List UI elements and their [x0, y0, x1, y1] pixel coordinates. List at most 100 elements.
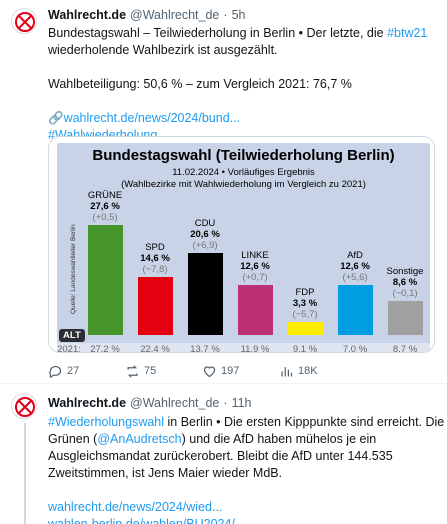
- like-button[interactable]: 197: [202, 364, 239, 379]
- action-bar: 27 75 197 18K: [48, 362, 438, 380]
- bar-sonstige: [387, 301, 423, 335]
- diff-label: (−0,1): [392, 288, 418, 299]
- display-name[interactable]: Wahlrecht.de: [48, 8, 127, 22]
- bar-label: CDU 20,6 % (+6,9): [175, 218, 235, 251]
- no-entry-avatar-icon: [15, 397, 35, 417]
- value-label: 27,6 %: [90, 201, 120, 212]
- category-label: GRÜNE: [87, 190, 123, 201]
- chart-subtitle: 11.02.2024 • Vorläufiges Ergebnis: [172, 167, 315, 178]
- category-label: LINKE: [241, 250, 269, 261]
- bar-label: FDP 3,3 % (−5,7): [275, 287, 335, 320]
- value-label: 12,6 %: [340, 261, 370, 272]
- handle[interactable]: @Wahlrecht_de: [130, 396, 220, 410]
- news-link[interactable]: wahlrecht.de/news/2024/bund...: [63, 111, 241, 125]
- link-emoji-icon: 🔗: [48, 111, 64, 125]
- thread-line: [24, 423, 26, 524]
- category-label: Sonstige: [386, 266, 424, 277]
- bar-label: LINKE 12,6 % (+0,7): [225, 250, 285, 283]
- text-line: Grünen (@AnAudretsch) und die AfD haben …: [48, 431, 433, 448]
- baseline-value: 11,9 %: [240, 344, 270, 353]
- reply-icon: [49, 365, 62, 378]
- reply-button[interactable]: 27: [48, 364, 79, 379]
- hashtag-link[interactable]: #btw21: [387, 26, 428, 40]
- baseline-value: 27,2 %: [90, 344, 120, 353]
- diff-label: (+6,9): [192, 240, 218, 251]
- bar-label: AfD 12,6 % (+5,6): [325, 250, 385, 283]
- baseline-year: 2021:: [57, 344, 81, 353]
- blank-line: [48, 482, 433, 499]
- alt-badge[interactable]: ALT: [59, 329, 85, 342]
- news-link[interactable]: wahlrecht.de/news/2024/wied...: [48, 500, 223, 514]
- diff-label: (−7,8): [142, 264, 168, 275]
- bar-fdp: [287, 322, 323, 335]
- text-span: in Berlin • Die ersten Kipppunkte sind e…: [164, 415, 445, 429]
- baseline-value: 9,1 %: [292, 344, 318, 353]
- value-label: 12,6 %: [240, 261, 270, 272]
- baseline-value: 8,7 %: [392, 344, 418, 353]
- y-axis-label: Quelle: Landeswahlleiter Berlin: [70, 224, 77, 314]
- blank-line: [48, 59, 433, 76]
- mention-link[interactable]: @AnAudretsch: [97, 432, 182, 446]
- text-span: Grünen (: [48, 432, 98, 446]
- tweet-header: Wahlrecht.de @Wahlrecht_de · 11h: [48, 395, 252, 411]
- text-span: ) und die AfD haben mühelos je ein: [181, 432, 377, 446]
- category-label: SPD: [145, 242, 165, 253]
- like-count: 197: [221, 365, 240, 377]
- value-label: 3,3 %: [292, 298, 318, 309]
- text-line: Bundestagswahl – Teilwiederholung in Ber…: [48, 25, 433, 42]
- tweet-1[interactable]: Wahlrecht.de @Wahlrecht_de · 5h Bundesta…: [0, 0, 447, 384]
- diff-label: (+0,7): [242, 272, 268, 283]
- blank-line: [48, 93, 433, 110]
- like-icon: [203, 365, 216, 377]
- bar-label: GRÜNE 27,6 % (+0,5): [75, 190, 135, 223]
- bar-cdu: [187, 253, 223, 335]
- handle[interactable]: @Wahlrecht_de: [130, 8, 220, 22]
- hashtag-link[interactable]: #Wiederholungswahl: [48, 415, 165, 429]
- tweet-text: Bundestagswahl – Teilwiederholung in Ber…: [48, 25, 433, 144]
- tweet-text: #Wiederholungswahl in Berlin • Die erste…: [48, 414, 444, 524]
- repost-icon: [127, 364, 138, 378]
- text-line: Wahlbeteiligung: 50,6 % – zum Vergleich …: [48, 77, 352, 91]
- text-line: wiederholende Wahlbezirk ist ausgezählt.: [48, 43, 278, 57]
- baseline-row: 27,2 % 22,4 % 13,7 % 11,9 % 9,1 % 7,0 % 8,7 % 2…: [57, 343, 430, 353]
- views-button[interactable]: 18K: [279, 364, 318, 379]
- category-label: AfD: [347, 250, 363, 261]
- value-label: 14,6 %: [140, 253, 170, 264]
- text-line: Zweitstimmen, ist Jens Maier wieder MdB.: [48, 466, 283, 480]
- view-count: 18K: [298, 365, 318, 377]
- category-label: FDP: [295, 287, 315, 298]
- chart: Bundestagswahl (Teilwiederholung Berlin)…: [57, 143, 430, 352]
- bar-spd: [137, 277, 173, 335]
- bar-linke: [237, 285, 273, 335]
- repost-count: 75: [144, 365, 157, 377]
- timestamp[interactable]: 11h: [231, 396, 252, 410]
- bar-grüne: [87, 225, 123, 335]
- chart-image[interactable]: Bundestagswahl (Teilwiederholung Berlin)…: [48, 136, 435, 353]
- link-line: 🔗wahlrecht.de/news/2024/bund...: [48, 110, 433, 127]
- chart-subtitle: (Wahlbezirke mit Wahlwiederholung im Ver…: [121, 179, 366, 190]
- no-entry-avatar-icon: [15, 12, 35, 32]
- results-link[interactable]: wahlen-berlin.de/wahlen/BU2024/...: [48, 517, 246, 524]
- chart-title: Bundestagswahl (Teilwiederholung Berlin): [92, 147, 395, 164]
- diff-label: (+0,5): [92, 212, 118, 223]
- tweet-2[interactable]: Wahlrecht.de @Wahlrecht_de · 11h #Wieder…: [0, 385, 447, 524]
- display-name[interactable]: Wahlrecht.de: [48, 396, 127, 410]
- value-label: 20,6 %: [190, 229, 220, 240]
- bar-afd: [337, 285, 373, 335]
- avatar[interactable]: [11, 8, 37, 34]
- diff-label: (−5,7): [292, 309, 318, 320]
- separator: ·: [223, 396, 228, 410]
- category-label: CDU: [194, 218, 216, 229]
- avatar[interactable]: [11, 393, 37, 419]
- views-icon: [281, 366, 293, 376]
- baseline-value: 13,7 %: [190, 344, 220, 353]
- text-line: #Wiederholungswahl in Berlin • Die erste…: [48, 414, 444, 431]
- baseline-value: 22,4 %: [140, 344, 170, 353]
- baseline-value: 7,0 %: [342, 344, 368, 353]
- separator: ·: [223, 8, 228, 22]
- tweet-header: Wahlrecht.de @Wahlrecht_de · 5h: [48, 7, 245, 23]
- repost-button[interactable]: 75: [125, 364, 156, 379]
- diff-label: (+5,6): [342, 272, 368, 283]
- text-span: Bundestagswahl – Teilwiederholung in Ber…: [48, 26, 388, 40]
- timestamp[interactable]: 5h: [231, 8, 246, 22]
